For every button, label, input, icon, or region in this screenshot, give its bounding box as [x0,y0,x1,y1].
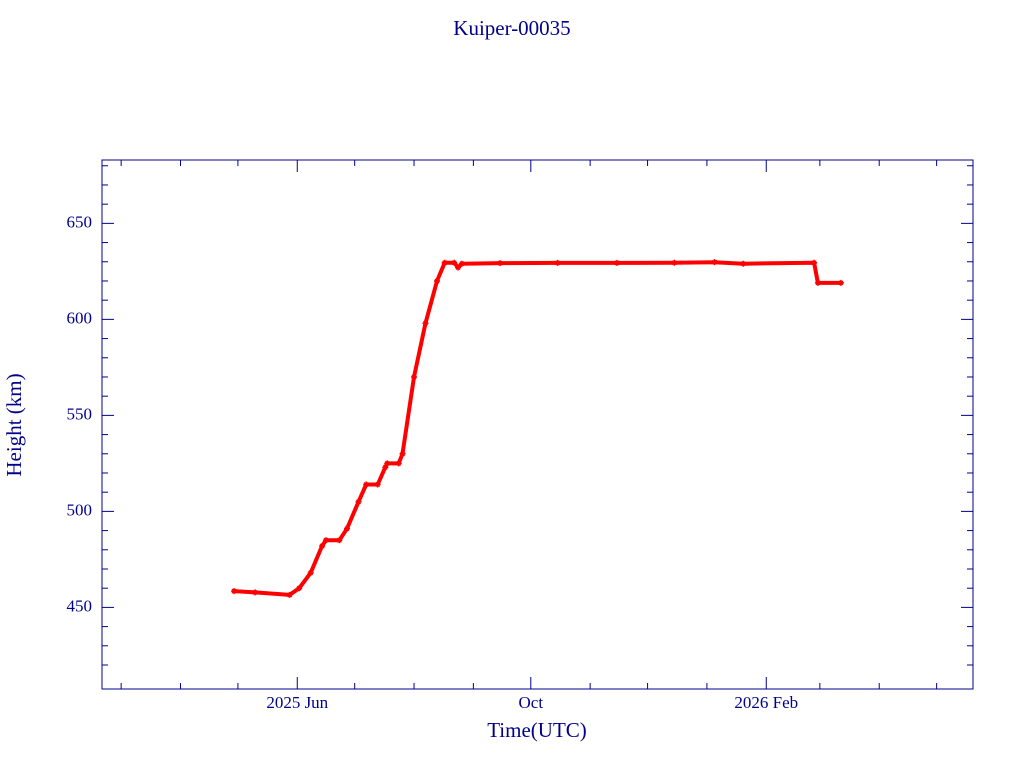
y-tick-label: 450 [67,596,93,615]
data-point [837,279,844,286]
data-point [422,320,429,327]
data-point [411,373,418,380]
data-point [286,591,293,598]
data-point [497,260,504,267]
chart-title: Kuiper-00035 [453,16,570,40]
data-point [811,259,818,266]
data-point [395,460,402,467]
data-point [296,585,303,592]
data-point [344,525,351,532]
y-tick-label: 600 [67,308,93,327]
data-point [319,542,326,549]
data-point [336,537,343,544]
data-point [451,259,458,266]
y-tick-label: 500 [67,500,93,519]
x-tick-label: Oct [519,693,544,712]
data-point [363,481,370,488]
data-point [384,460,391,467]
data-point [374,481,381,488]
data-point [455,264,462,271]
data-point [231,588,238,595]
y-tick-label: 550 [67,404,93,423]
data-point [814,279,821,286]
data-line [233,260,841,597]
x-tick-label: 2026 Feb [734,693,798,712]
data-point [434,277,440,284]
y-tick-label: 650 [67,212,93,231]
x-tick-label: 2025 Jun [266,693,328,712]
data-point [399,450,406,457]
data-point [458,260,465,267]
data-point [671,259,678,266]
data-point [441,259,448,266]
data-point [613,259,620,266]
plot-frame [101,159,974,690]
x-axis-label: Time(UTC) [487,718,587,742]
data-point [307,569,314,576]
data-point [382,464,389,471]
y-axis-label: Height (km) [2,373,26,476]
data-point [252,589,259,596]
data-point [740,260,747,267]
data-point [355,498,362,505]
data-point [322,537,329,544]
data-point [554,259,561,266]
data-point [711,259,718,266]
